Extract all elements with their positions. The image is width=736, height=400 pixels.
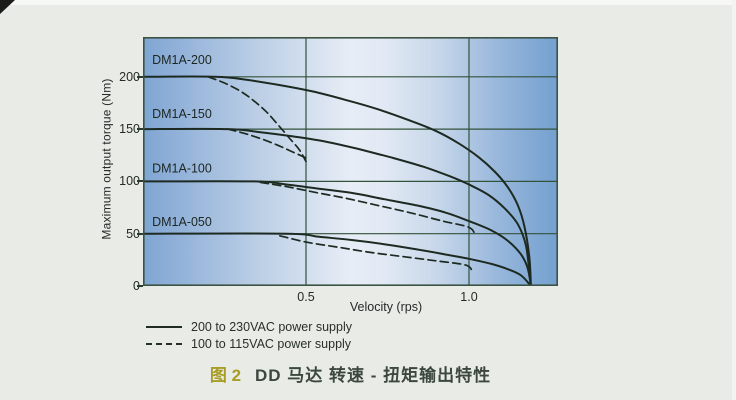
curve-label-DM1A-050: DM1A-050 xyxy=(152,215,212,229)
y-tick-mark xyxy=(137,75,143,78)
solid-line-swatch xyxy=(146,325,182,328)
y-tick-label-0: 0 xyxy=(98,279,140,293)
legend-item-200-230vac: 200 to 230VAC power supply xyxy=(146,318,352,335)
y-tick-label-200: 200 xyxy=(119,69,140,84)
y-tick-label-150: 150 xyxy=(119,122,140,137)
curve-DM1A-050-solid xyxy=(143,232,532,286)
curve-DM1A-150-dashed xyxy=(226,128,311,161)
curve-label-DM1A-200: DM1A-200 xyxy=(152,53,212,67)
figure-caption-number: 图 2 xyxy=(209,366,242,385)
figure-caption: 图 2 DD 马达 转速 - 扭矩输出特性 xyxy=(143,361,558,386)
curve-DM1A-100-dashed xyxy=(259,181,477,237)
y-tick-mark xyxy=(137,128,143,131)
scan-right-strip xyxy=(732,0,736,400)
y-tick-label-50: 50 xyxy=(126,226,140,241)
x-tick-label-1.0: 1.0 xyxy=(460,290,478,304)
plot-frame xyxy=(143,37,558,286)
y-tick-mark xyxy=(137,180,143,183)
dashed-line-swatch xyxy=(146,342,182,345)
legend-label: 200 to 230VAC power supply xyxy=(191,319,352,334)
curve-label-DM1A-100: DM1A-100 xyxy=(152,162,212,176)
legend: 200 to 230VAC power supply 100 to 115VAC… xyxy=(146,318,352,352)
y-tick-mark xyxy=(137,232,143,235)
plot-area: DM1A-200 DM1A-150 DM1A-100 DM1A-050 xyxy=(143,37,558,286)
curve-DM1A-200-dashed xyxy=(207,75,307,163)
y-tick-mark xyxy=(137,285,143,287)
curve-DM1A-150-solid xyxy=(143,127,532,286)
legend-label: 100 to 115VAC power supply xyxy=(191,336,352,351)
x-axis-title: Velocity (rps) xyxy=(349,300,423,314)
scan-top-strip xyxy=(0,0,736,5)
figure-caption-title: DD 马达 转速 - 扭矩输出特性 xyxy=(255,366,492,385)
legend-item-100-115vac: 100 to 115VAC power supply xyxy=(146,335,352,352)
curve-DM1A-200-solid xyxy=(143,75,532,286)
y-tick-label-100: 100 xyxy=(119,174,140,189)
curve-DM1A-100-solid xyxy=(143,180,532,286)
curve-label-DM1A-150: DM1A-150 xyxy=(152,107,212,121)
curve-DM1A-050-dashed xyxy=(279,234,474,273)
x-tick-label-0.5: 0.5 xyxy=(297,290,315,304)
